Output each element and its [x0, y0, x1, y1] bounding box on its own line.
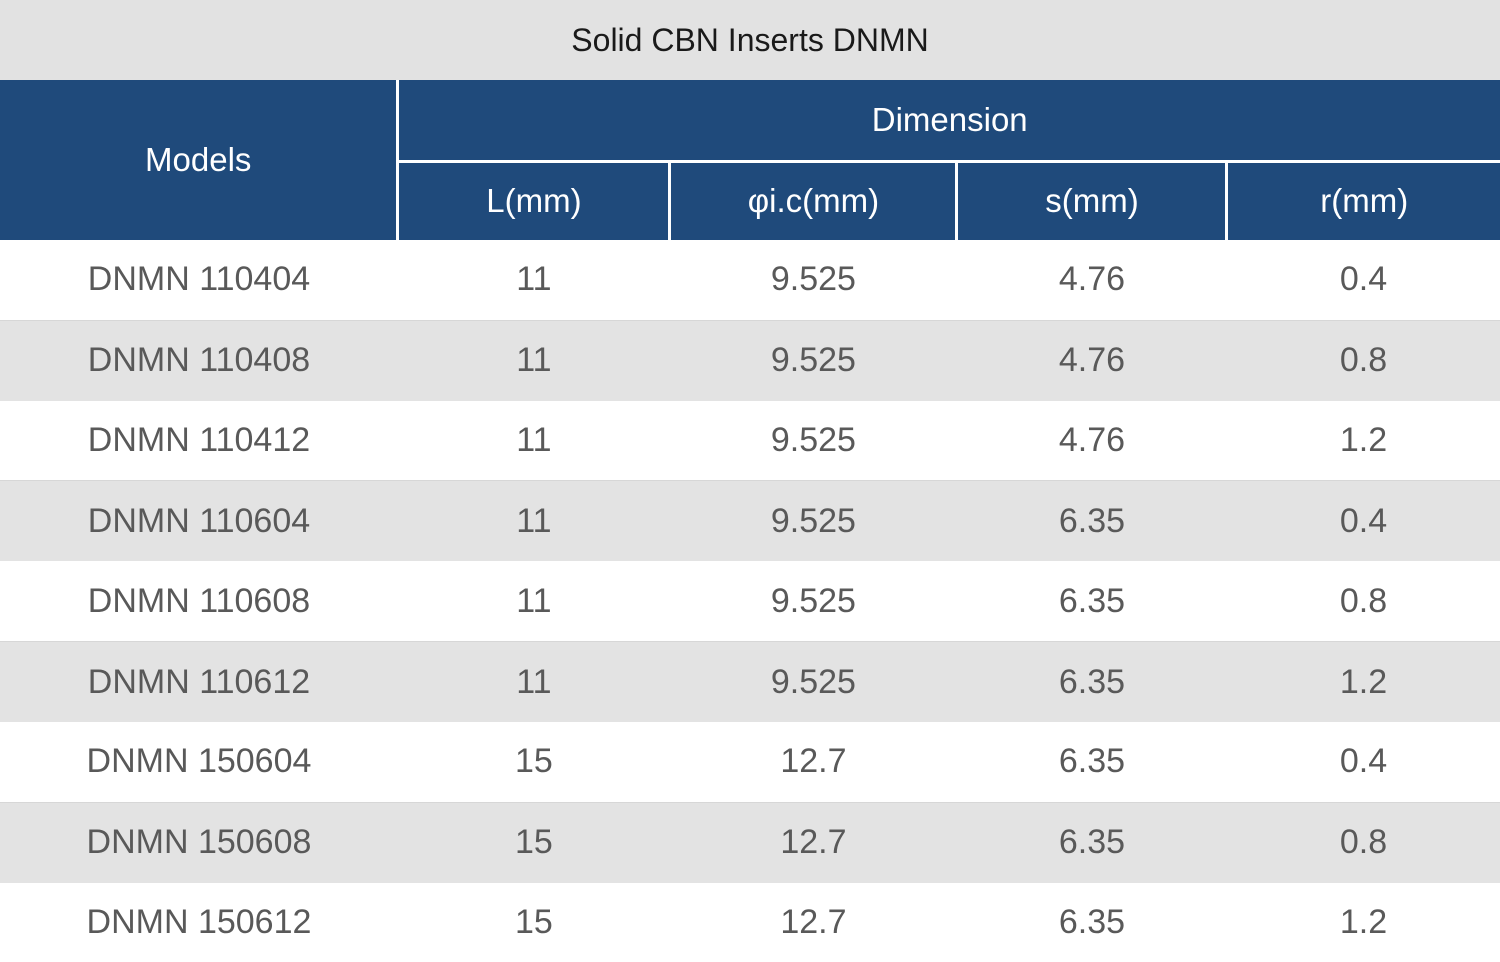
cell-s-mm: 4.76: [1058, 341, 1126, 380]
table-header: Solid CBN Inserts DNMN Models Dimension …: [0, 0, 1500, 240]
table-row: DNMN 110412 11 9.525 4.76 1.2: [0, 400, 1500, 481]
table-row: DNMN 110612 11 9.525 6.35 1.2: [0, 641, 1500, 722]
table-row: DNMN 150604 15 12.7 6.35 0.4: [0, 721, 1500, 803]
cell-l-mm: 11: [516, 501, 552, 540]
cell-phi-c-mm: 9.525: [770, 260, 856, 299]
table-row: DNMN 110404 11 9.525 4.76 0.4: [0, 240, 1500, 321]
cell-r-mm: 0.4: [1339, 742, 1388, 781]
cell-phi-c-mm: 12.7: [780, 902, 847, 941]
cell-phi-c-mm: 9.525: [770, 341, 856, 380]
column-header-r-mm: r(mm): [1226, 161, 1500, 240]
column-header-s-mm: s(mm): [956, 161, 1229, 240]
cell-s-mm: 4.76: [1058, 421, 1126, 460]
cell-l-mm: 11: [516, 421, 552, 460]
cell-model: DNMN 150604: [86, 742, 312, 781]
cell-r-mm: 0.4: [1339, 501, 1388, 540]
column-header-l-mm: L(mm): [397, 161, 672, 240]
cell-r-mm: 0.4: [1339, 260, 1388, 299]
cell-model: DNMN 150612: [86, 902, 312, 941]
cell-s-mm: 6.35: [1058, 823, 1126, 862]
cell-phi-c-mm: 12.7: [780, 742, 847, 781]
cell-r-mm: 1.2: [1339, 662, 1388, 701]
cell-phi-c-mm: 9.525: [770, 581, 856, 620]
table-body: DNMN 110404 11 9.525 4.76 0.4 DNMN 11040…: [0, 240, 1500, 962]
cell-l-mm: 15: [514, 902, 553, 941]
cell-s-mm: 6.35: [1058, 501, 1126, 540]
cell-l-mm: 11: [516, 260, 552, 299]
table-row: DNMN 110608 11 9.525 6.35 0.8: [0, 561, 1500, 642]
cell-r-mm: 1.2: [1339, 902, 1388, 941]
cell-model: DNMN 110404: [87, 260, 311, 299]
header-row-subcolumns: L(mm) φi.c(mm) s(mm) r(mm): [0, 161, 1500, 240]
cell-s-mm: 6.35: [1058, 742, 1126, 781]
cell-r-mm: 0.8: [1339, 823, 1388, 862]
cell-model: DNMN 110604: [87, 501, 311, 540]
cell-model: DNMN 110412: [87, 421, 311, 460]
table-title: Solid CBN Inserts DNMN: [0, 0, 1500, 80]
table-row: DNMN 110408 11 9.525 4.76 0.8: [0, 320, 1500, 401]
cell-phi-c-mm: 12.7: [780, 823, 847, 862]
cell-phi-c-mm: 9.525: [770, 421, 856, 460]
cell-l-mm: 11: [516, 662, 552, 701]
cell-phi-c-mm: 9.525: [770, 662, 856, 701]
cell-r-mm: 0.8: [1339, 581, 1388, 620]
cell-model: DNMN 110612: [87, 662, 311, 701]
cell-l-mm: 15: [514, 742, 553, 781]
cell-r-mm: 0.8: [1339, 341, 1388, 380]
column-group-header-dimension: Dimension: [397, 80, 1500, 163]
column-header-models: Models: [0, 80, 400, 240]
table-row: DNMN 150608 15 12.7 6.35 0.8: [0, 802, 1500, 883]
cell-l-mm: 15: [514, 823, 553, 862]
column-header-phi-c-mm: φi.c(mm): [669, 161, 959, 240]
cell-s-mm: 6.35: [1058, 581, 1126, 620]
cell-model: DNMN 150608: [86, 823, 312, 862]
cell-s-mm: 6.35: [1058, 662, 1126, 701]
header-row-dimension: Models Dimension: [0, 80, 1500, 240]
title-row: Solid CBN Inserts DNMN: [0, 0, 1500, 80]
cell-l-mm: 11: [516, 341, 552, 380]
cell-s-mm: 6.35: [1058, 902, 1126, 941]
cell-model: DNMN 110608: [87, 581, 311, 620]
cell-l-mm: 11: [516, 581, 552, 620]
table-row: DNMN 110604 11 9.525 6.35 0.4: [0, 480, 1500, 562]
cell-model: DNMN 110408: [87, 341, 311, 380]
table-row: DNMN 150612 15 12.7 6.35 1.2: [0, 882, 1500, 962]
cell-phi-c-mm: 9.525: [770, 501, 856, 540]
cell-s-mm: 4.76: [1058, 260, 1126, 299]
cell-r-mm: 1.2: [1339, 421, 1388, 460]
